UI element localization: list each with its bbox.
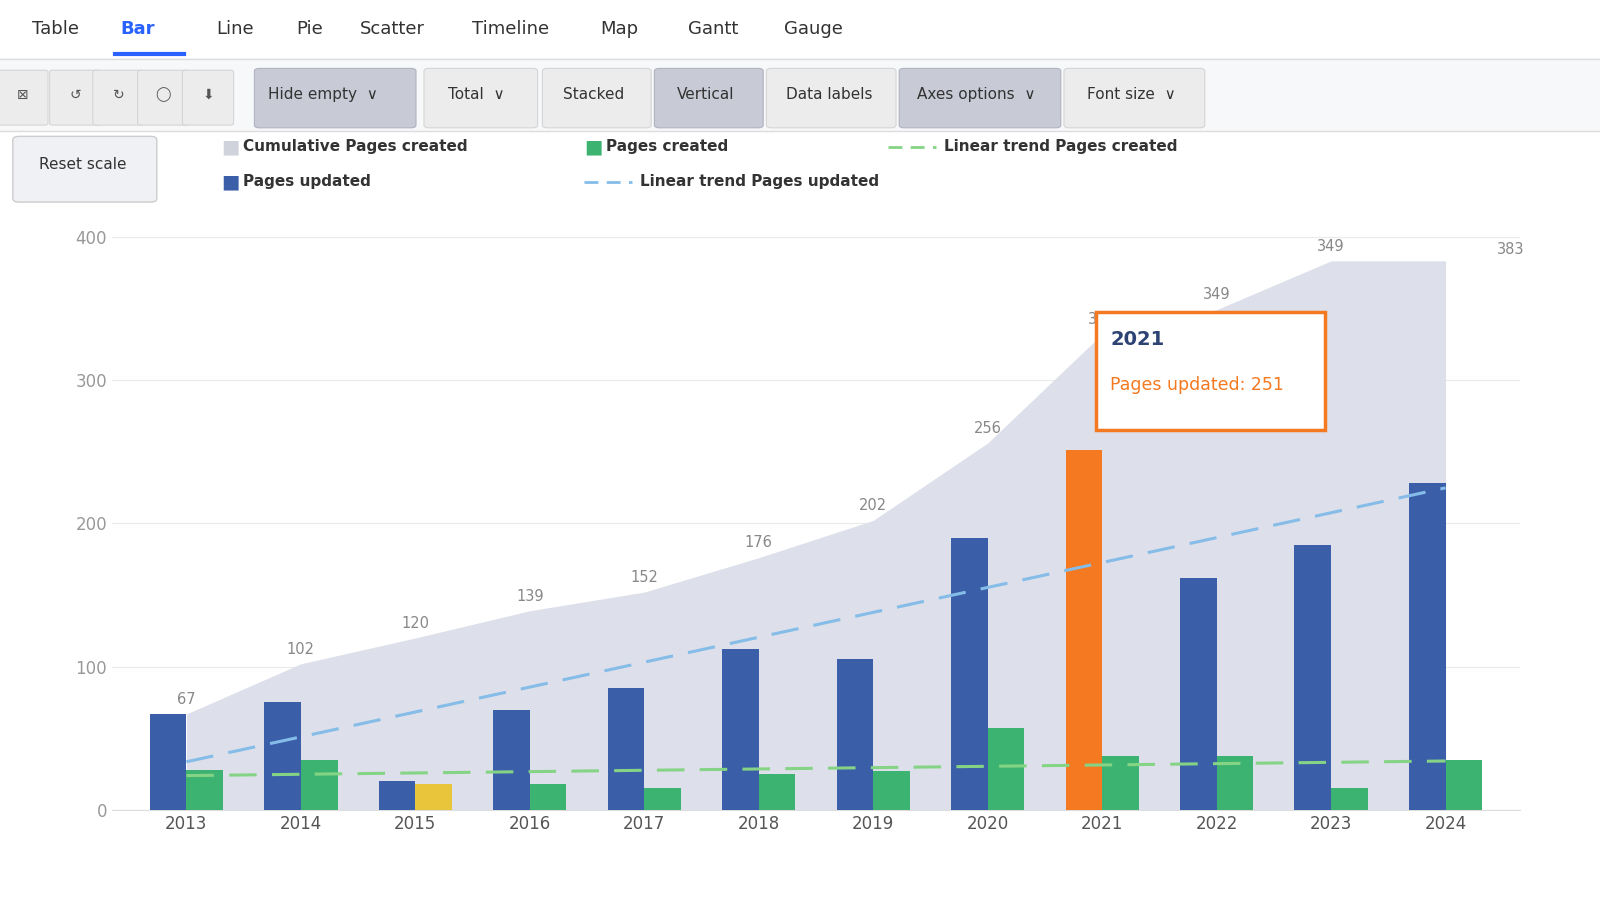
Bar xyxy=(530,784,566,810)
Bar xyxy=(1181,578,1216,810)
Bar xyxy=(1410,483,1445,810)
Text: Pages updated: Pages updated xyxy=(243,175,371,189)
Text: Reset scale: Reset scale xyxy=(40,157,126,172)
Bar xyxy=(645,788,682,810)
Text: Total  ∨: Total ∨ xyxy=(448,87,506,102)
Bar xyxy=(1445,760,1482,810)
Text: 383: 383 xyxy=(1498,241,1525,256)
Bar xyxy=(1294,544,1331,810)
FancyBboxPatch shape xyxy=(1096,312,1325,430)
Text: Timeline: Timeline xyxy=(472,20,549,38)
Text: Linear trend Pages created: Linear trend Pages created xyxy=(944,140,1178,154)
Text: Cumulative Pages created: Cumulative Pages created xyxy=(243,140,467,154)
Text: ■: ■ xyxy=(584,137,602,157)
Bar xyxy=(301,760,338,810)
Text: ↻: ↻ xyxy=(112,87,125,102)
Text: 67: 67 xyxy=(178,692,195,706)
Bar xyxy=(1066,450,1102,810)
Bar xyxy=(950,537,987,810)
Text: 349: 349 xyxy=(1317,238,1346,254)
Bar xyxy=(493,709,530,810)
Bar xyxy=(758,774,795,810)
Text: ■: ■ xyxy=(221,137,238,157)
Bar xyxy=(722,650,758,810)
Bar xyxy=(187,770,222,810)
Text: ■: ■ xyxy=(221,172,238,192)
Text: Linear trend Pages updated: Linear trend Pages updated xyxy=(640,175,878,189)
Text: Pages updated: 251: Pages updated: 251 xyxy=(1110,375,1285,393)
Text: ↺: ↺ xyxy=(69,87,82,102)
Text: ⊠: ⊠ xyxy=(16,87,29,102)
Text: Line: Line xyxy=(216,20,254,38)
Text: 152: 152 xyxy=(630,570,658,585)
Text: 332: 332 xyxy=(1088,311,1115,327)
Bar xyxy=(150,714,187,810)
Text: 102: 102 xyxy=(286,642,315,657)
Text: 120: 120 xyxy=(402,616,429,631)
Bar xyxy=(379,781,416,810)
Bar xyxy=(1102,755,1139,810)
Text: Scatter: Scatter xyxy=(360,20,426,38)
Bar xyxy=(987,728,1024,810)
Bar xyxy=(874,771,910,810)
Bar xyxy=(1331,788,1368,810)
Bar xyxy=(608,688,645,810)
Bar xyxy=(837,660,874,810)
Text: 256: 256 xyxy=(974,421,1002,436)
Text: Map: Map xyxy=(600,20,638,38)
Text: 349: 349 xyxy=(1203,287,1230,302)
Text: 2021: 2021 xyxy=(1110,329,1165,348)
Text: Stacked: Stacked xyxy=(563,87,624,102)
Text: Vertical: Vertical xyxy=(677,87,734,102)
Text: Table: Table xyxy=(32,20,78,38)
Text: Hide empty  ∨: Hide empty ∨ xyxy=(269,87,378,102)
Text: ◯: ◯ xyxy=(155,87,171,102)
Text: Gauge: Gauge xyxy=(784,20,843,38)
Text: Pages created: Pages created xyxy=(606,140,728,154)
Text: 202: 202 xyxy=(859,499,888,513)
Text: Font size  ∨: Font size ∨ xyxy=(1086,87,1176,102)
Text: ⬇: ⬇ xyxy=(202,87,214,102)
Text: 176: 176 xyxy=(746,536,773,551)
Bar xyxy=(416,784,451,810)
Text: Bar: Bar xyxy=(120,20,155,38)
Text: Pie: Pie xyxy=(296,20,323,38)
Text: Axes options  ∨: Axes options ∨ xyxy=(917,87,1035,102)
Text: Gantt: Gantt xyxy=(688,20,738,38)
Text: 139: 139 xyxy=(517,589,544,604)
Bar xyxy=(1216,755,1253,810)
Bar xyxy=(264,703,301,810)
Text: Data labels: Data labels xyxy=(786,87,872,102)
